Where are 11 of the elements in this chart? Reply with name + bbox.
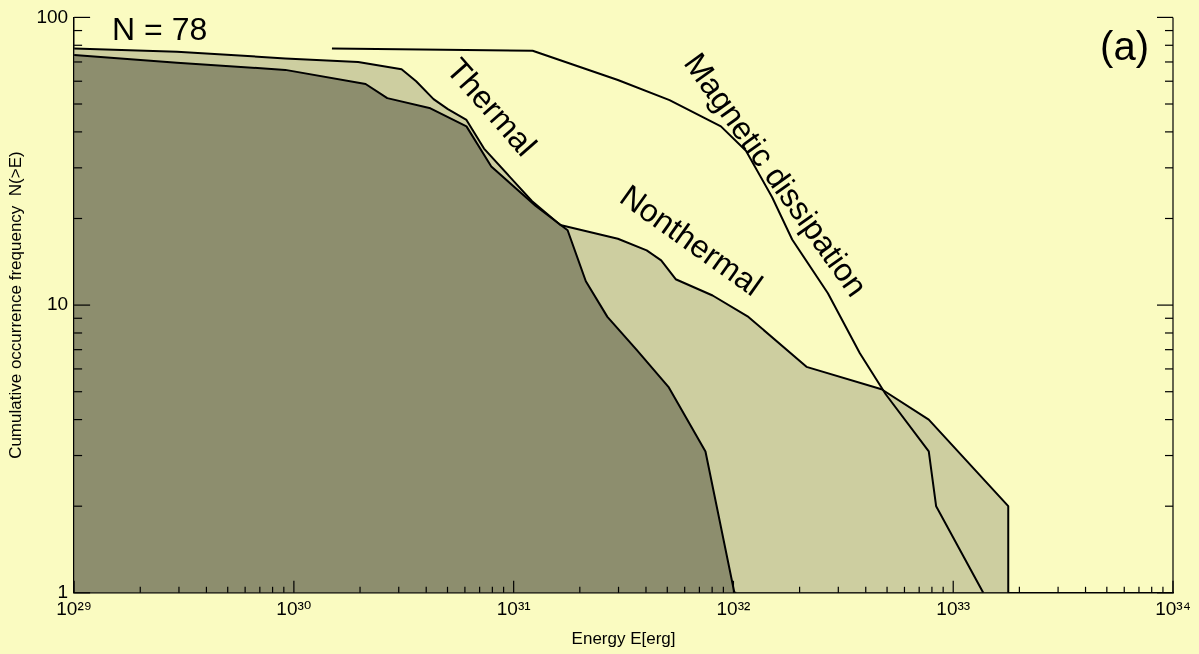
x-tick-label: 10³³: [936, 598, 971, 620]
annotation: N = 78: [112, 11, 208, 48]
x-tick-label: 10³⁰: [276, 598, 312, 620]
x-tick-label: 10³⁴: [1155, 598, 1191, 620]
x-axis-title: Energy E[erg]: [571, 629, 676, 649]
y-tick-label: 100: [36, 5, 69, 27]
x-tick-label: 10³¹: [496, 598, 531, 620]
y-axis-title: Cumulative occurrence frequency N(>E): [5, 151, 25, 459]
y-tick-label: 10: [46, 293, 69, 315]
annotation: (a): [1100, 24, 1149, 69]
x-tick-label: 10³²: [716, 598, 751, 620]
